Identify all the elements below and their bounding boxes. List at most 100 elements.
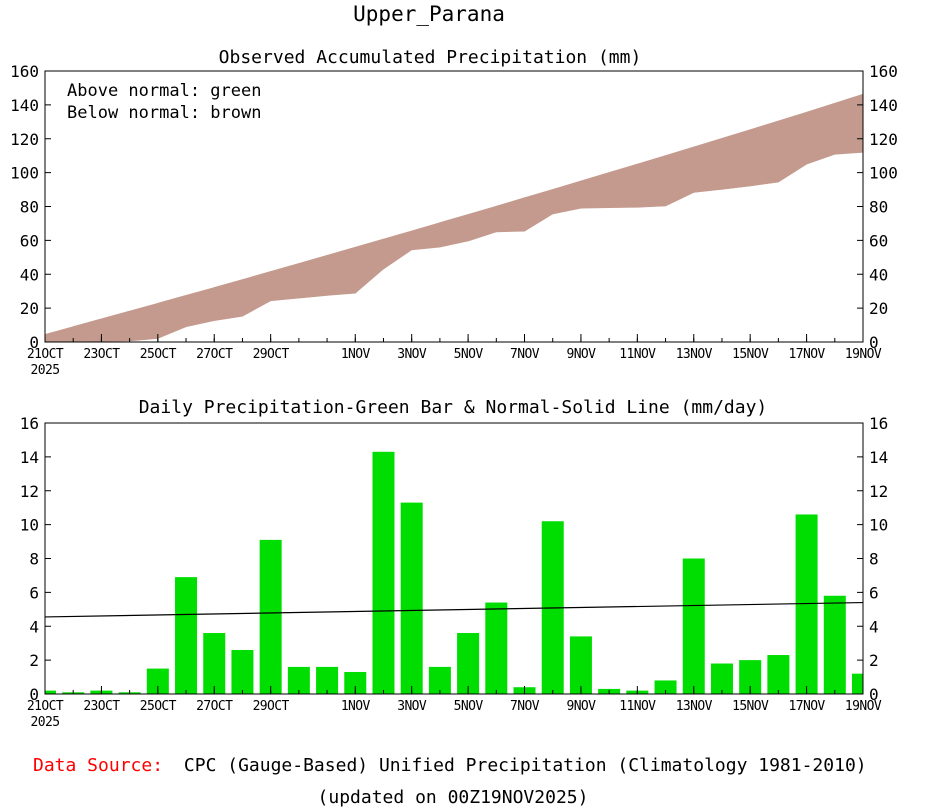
below-normal-segment [693,137,723,193]
accumulated-ytick-label-right: 60 [869,231,888,250]
daily-ytick-label-left: 4 [29,617,39,636]
daily-bar [344,671,367,694]
accumulated-ytick-label-left: 100 [10,164,39,183]
daily-bar [795,514,818,694]
below-normal-segment [383,230,412,270]
daily-xtick-label: 23OCT [83,699,120,714]
daily-xtick-label: 17NOV [789,699,826,714]
below-normal-segment [44,326,74,342]
daily-ytick-label-right: 10 [869,516,888,535]
accumulated-area-layer [44,93,864,342]
legend-above-normal: Above normal: green [67,81,261,101]
accumulated-xtick-label: 11NOV [619,347,656,362]
daily-xtick-label: 7NOV [510,699,540,714]
below-normal-segment [496,197,525,233]
accumulated-ytick-label-right: 80 [869,198,888,217]
below-normal-segment [101,310,130,342]
below-normal-segment [552,180,582,215]
daily-bar [316,666,339,694]
daily-bar [851,673,863,694]
accumulated-ytick-label-right: 100 [869,164,898,183]
daily-ytick-label-left: 6 [29,583,39,602]
accumulated-xtick-label: 9NOV [566,347,596,362]
accumulated-xtick-label: 23OCT [83,347,120,362]
below-normal-segment [411,222,441,251]
daily-plot-frame [44,422,864,695]
daily-xtick-label: 13NOV [676,699,713,714]
accumulated-ytick-label-left: 160 [10,62,39,81]
accumulated-ytick-label-left: 20 [20,299,39,318]
accumulated-ytick-label-left: 120 [10,130,39,149]
daily-bar [259,539,282,694]
below-normal-segment [665,146,695,207]
below-normal-segment [439,214,469,248]
accumulated-xtick-label: 3NOV [397,347,427,362]
below-normal-segment [157,294,187,339]
below-normal-segment [524,188,554,232]
below-normal-segment [185,287,215,328]
daily-ytick-label-right: 12 [869,482,888,501]
accumulated-ytick-label-right: 0 [869,333,879,352]
data-source-label: Data Source: [33,755,163,776]
below-normal-segment [72,318,102,342]
daily-bar [146,668,169,694]
accumulated-xtick-label: 27OCT [196,347,233,362]
daily-ytick-label-right: 16 [869,414,888,433]
accumulated-axes: 0 0 20 20 40 40 60 60 80 80 100 100 120 120 140 140 160 1… [10,62,898,378]
daily-bar [45,690,57,694]
accumulated-precipitation-chart: Observed Accumulated Precipitation (mm) … [10,47,898,378]
accumulated-xtick-label: 19NOV [845,347,882,362]
below-normal-segment [637,155,666,208]
accumulated-xtick-label: 1NOV [341,347,371,362]
daily-bar [203,633,226,694]
daily-xtick-label: 25OCT [140,699,177,714]
daily-bar [767,655,790,694]
accumulated-ytick-label-right: 160 [869,62,898,81]
below-normal-segment [721,129,751,190]
daily-xtick-label: 21OCT [27,699,64,714]
daily-chart-title: Daily Precipitation-Green Bar & Normal-S… [139,397,768,418]
below-normal-segment [129,302,159,342]
below-normal-segment [806,102,836,165]
below-normal-segment [749,120,779,187]
daily-ytick-label-right: 14 [869,448,888,467]
figure-title: Upper_Parana [353,2,505,26]
below-normal-segment [242,270,271,317]
accumulated-ytick-label-left: 40 [20,265,39,284]
daily-ytick-label-left: 8 [29,550,39,569]
below-normal-segment [608,163,638,208]
daily-bar [372,451,395,694]
accumulated-xtick-label: 13NOV [676,347,713,362]
legend-below-normal: Below normal: brown [67,103,261,123]
below-normal-segment [326,246,356,296]
daily-normal-line [44,601,864,618]
daily-bar [569,636,592,694]
daily-bar [175,577,198,694]
daily-bars-layer [45,451,863,694]
daily-xtick-label: 1NOV [341,699,371,714]
daily-xtick-label: 5NOV [454,699,484,714]
accumulated-ytick-label-right: 20 [869,299,888,318]
accumulated-xtick-label: 17NOV [789,347,826,362]
daily-bar [654,680,677,694]
daily-bar [428,666,451,694]
daily-bar [400,502,423,694]
accumulated-ytick-label-left: 60 [20,231,39,250]
daily-year-label: 2025 [31,715,60,730]
below-normal-segment [467,205,497,242]
daily-bar [485,602,508,694]
footer-source-line: Data Source: CPC (Gauge-Based) Unified P… [33,755,867,776]
accumulated-xtick-label: 7NOV [510,347,540,362]
daily-bar [457,633,480,694]
accumulated-ytick-label-right: 120 [869,130,898,149]
accumulated-ytick-label-right: 40 [869,265,888,284]
daily-ytick-label-right: 2 [869,651,879,670]
accumulated-chart-title: Observed Accumulated Precipitation (mm) [219,47,642,68]
daily-ytick-label-right: 8 [869,550,879,569]
daily-axes: 0 0 2 2 4 4 6 6 8 8 10 10 12 12 14 14 16 16 21OCT 23OCT 25OC… [20,414,889,730]
daily-xtick-label: 3NOV [397,699,427,714]
daily-xtick-label: 9NOV [566,699,596,714]
below-normal-segment [354,238,384,294]
daily-ytick-label-left: 0 [29,685,39,704]
daily-xtick-label: 15NOV [732,699,769,714]
